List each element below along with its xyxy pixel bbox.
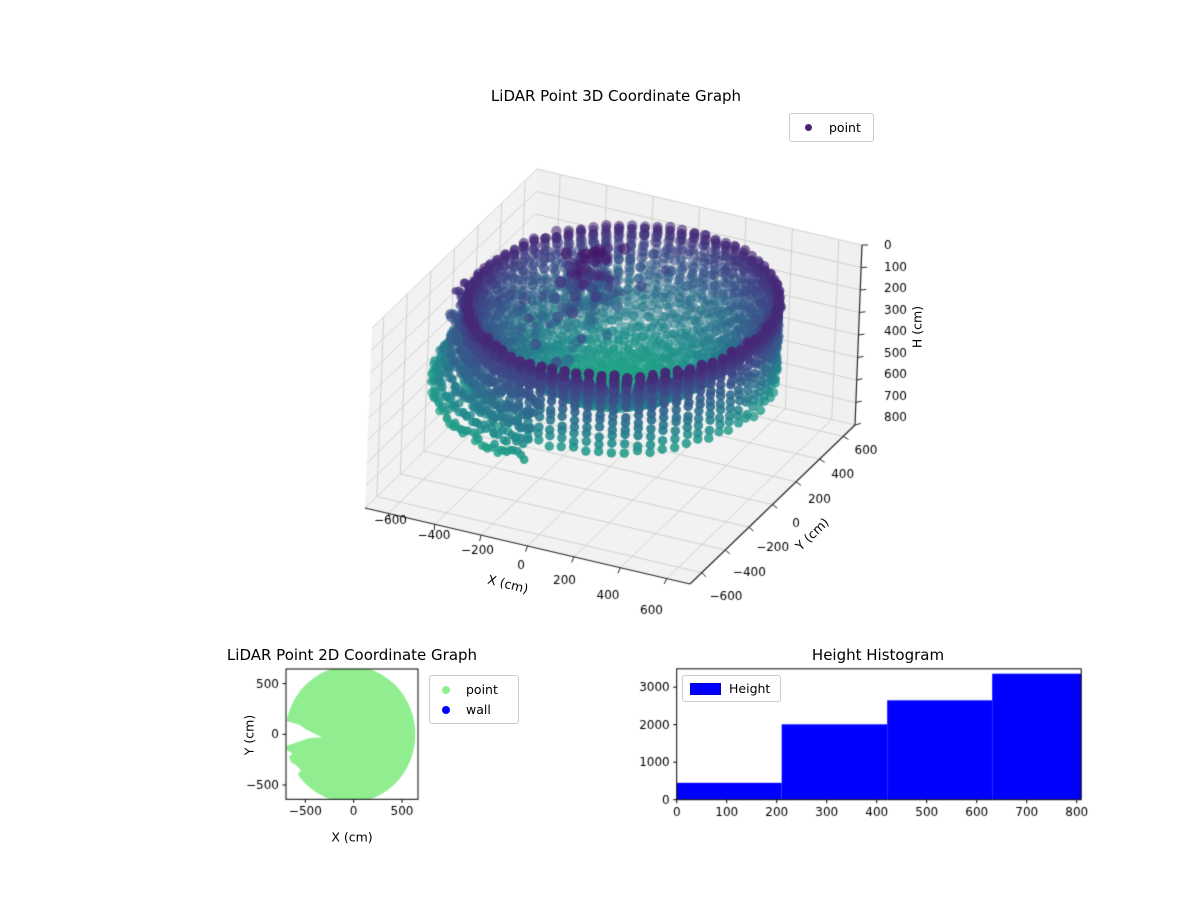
plot3d-title: LiDAR Point 3D Coordinate Graph [490,87,742,105]
legend-row: point [790,118,873,138]
plot2d-x-axis-label: X (cm) [331,829,373,845]
plot3d-z-axis-label: H (cm) [909,305,925,349]
plot2d-y-axis-label: Y (cm) [241,714,257,756]
legend-row: Height [683,679,780,699]
plot2d-title: LiDAR Point 2D Coordinate Graph [226,646,478,664]
height-legend-marker [690,682,721,695]
histogram-legend: Height [682,675,781,702]
point-legend-marker-2d [442,685,450,694]
legend-label: wall [466,702,491,717]
plot2d-legend: point wall [429,675,519,724]
wall-legend-marker-2d [442,705,450,714]
legend-label: point [829,120,861,135]
point-legend-marker-3d [805,124,812,131]
legend-row: point [430,680,518,700]
legend-row: wall [430,700,518,720]
legend-label: Height [729,681,771,696]
histogram-title: Height Histogram [811,646,945,664]
legend-label: point [466,682,498,697]
plot3d-legend: point [789,113,874,142]
